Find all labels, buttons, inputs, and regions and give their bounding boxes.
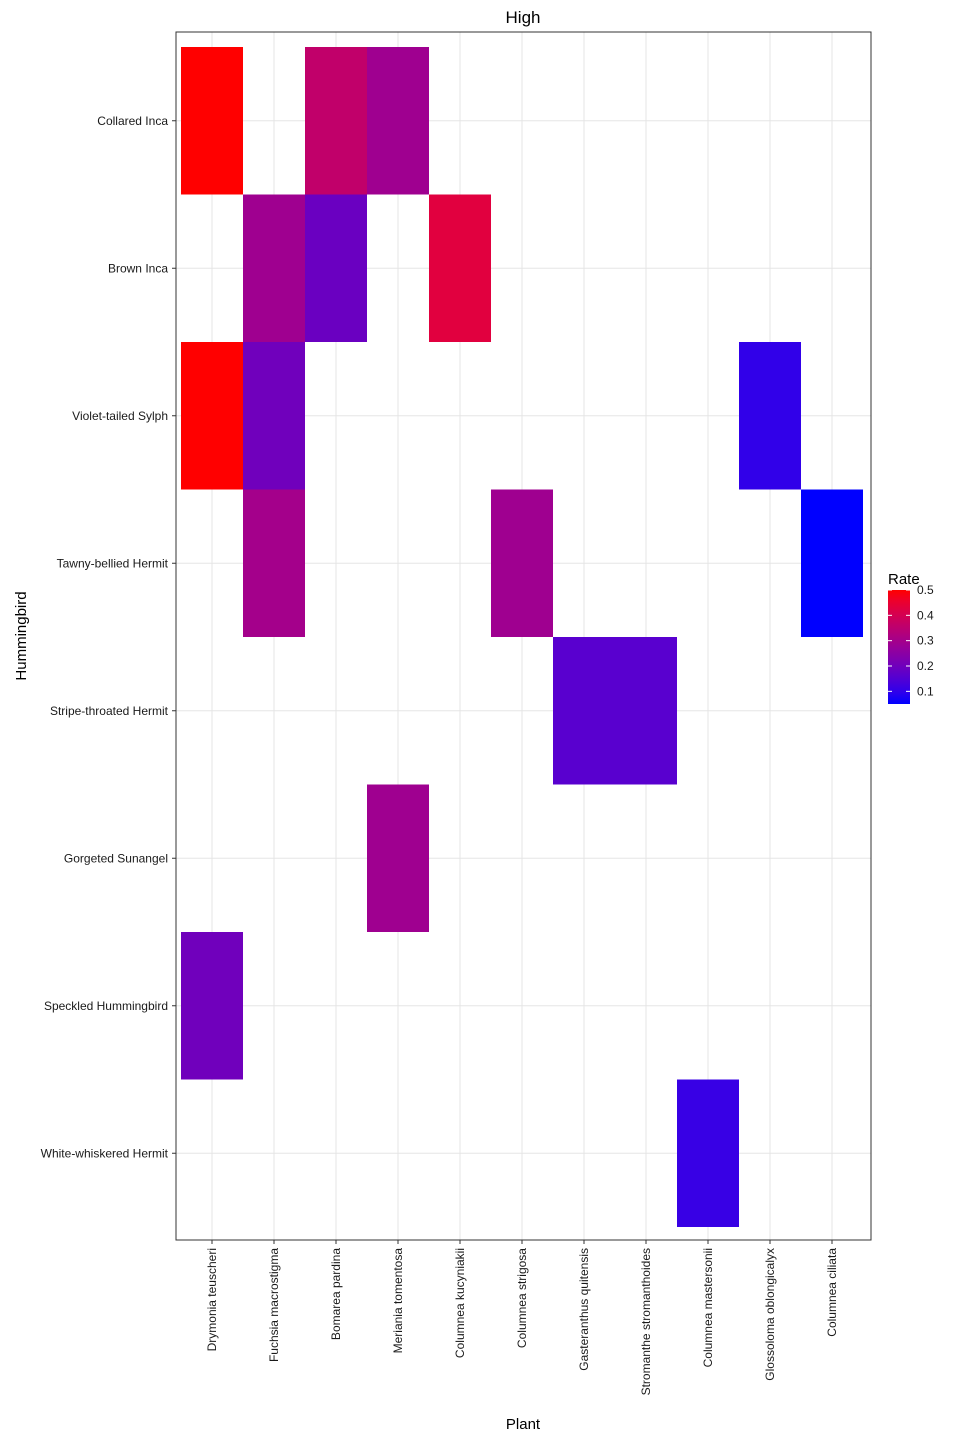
y-axis-title: Hummingbird xyxy=(13,591,30,680)
legend-ticks: 0.1 0.2 0.3 0.4 0.5 xyxy=(888,583,934,698)
x-tick-label: Glossoloma oblongicalyx xyxy=(763,1248,777,1381)
panel-border xyxy=(175,31,872,1241)
heatmap-cell-collared-inca-bomarea-pardina xyxy=(305,47,367,195)
heatmap-cell-tawny-bellied-hermit-fuchsia-macrostigma xyxy=(243,489,305,637)
heatmap-cell-white-whiskered-hermit-columnea-mastersonii xyxy=(677,1079,739,1227)
x-tick-label: Meriania tomentosa xyxy=(391,1248,405,1354)
heatmap-cell-collared-inca-drymonia-teuscheri xyxy=(181,47,243,195)
y-tick-label: Violet-tailed Sylph xyxy=(72,409,168,423)
heatmap-cell-violet-tailed-sylph-drymonia-teuscheri xyxy=(181,342,243,490)
x-tick-label: Columnea ciliata xyxy=(825,1248,839,1337)
legend-tick-label: 0.1 xyxy=(917,684,934,698)
x-tick-label: Columnea kucyniakii xyxy=(453,1248,467,1358)
y-axis-ticks: Collared Inca Brown Inca Violet-tailed Syl… xyxy=(41,114,176,1160)
heatmap-cell-gorgeted-sunangel-meriania-tomentosa xyxy=(367,784,429,932)
x-tick-label: Columnea mastersonii xyxy=(701,1248,715,1367)
heatmap-cell-violet-tailed-sylph-fuchsia-macrostigma xyxy=(243,342,305,490)
y-tick-label: White-whiskered Hermit xyxy=(41,1146,169,1160)
y-tick-label: Gorgeted Sunangel xyxy=(64,851,168,865)
x-axis-ticks: Drymonia teuscheri Fuchsia macrostigma Bom… xyxy=(205,1240,839,1395)
heatmap-cell-brown-inca-columnea-kucyniakii xyxy=(429,194,491,342)
chart-title: High xyxy=(506,8,541,27)
legend-color-bar xyxy=(888,590,910,704)
heatmap-cell-stripe-throated-hermit-gasteranthus-quitensis xyxy=(553,637,615,785)
heatmap-cell-brown-inca-fuchsia-macrostigma xyxy=(243,194,305,342)
heatmap-cell-violet-tailed-sylph-glossoloma-oblongicalyx xyxy=(739,342,801,490)
x-tick-label: Drymonia teuscheri xyxy=(205,1248,219,1351)
heatmap-cell-speckled-hummingbird-drymonia-teuscheri xyxy=(181,932,243,1080)
x-tick-label: Bomarea pardina xyxy=(329,1248,343,1340)
heatmap-cell-tawny-bellied-hermit-columnea-ciliata xyxy=(801,489,863,637)
x-tick-label: Stromanthe stromanthoides xyxy=(639,1248,653,1395)
heatmap-cell-collared-inca-meriania-tomentosa xyxy=(367,47,429,195)
legend-tick-label: 0.3 xyxy=(917,634,934,648)
heatmap-cells xyxy=(181,47,863,1227)
x-tick-label: Columnea strigosa xyxy=(515,1248,529,1348)
color-legend: Rate 0.1 0.2 0.3 0.4 0.5 xyxy=(888,571,934,704)
legend-tick-label: 0.2 xyxy=(917,659,934,673)
heatmap-cell-brown-inca-bomarea-pardina xyxy=(305,194,367,342)
y-tick-label: Tawny-bellied Hermit xyxy=(57,556,169,570)
legend-tick-label: 0.4 xyxy=(917,608,934,622)
heatmap-cell-stripe-throated-hermit-stromanthe-stromanthoides xyxy=(615,637,677,785)
y-tick-label: Collared Inca xyxy=(97,114,168,128)
y-tick-label: Speckled Hummingbird xyxy=(44,999,168,1013)
x-tick-label: Gasteranthus quitensis xyxy=(577,1248,591,1371)
x-axis-title: Plant xyxy=(506,1416,541,1433)
y-tick-label: Brown Inca xyxy=(108,261,168,275)
heatmap-cell-tawny-bellied-hermit-columnea-strigosa xyxy=(491,489,553,637)
legend-title: Rate xyxy=(888,571,920,588)
x-tick-label: Fuchsia macrostigma xyxy=(267,1248,281,1362)
legend-tick-label: 0.5 xyxy=(917,583,934,597)
y-tick-label: Stripe-throated Hermit xyxy=(50,704,169,718)
